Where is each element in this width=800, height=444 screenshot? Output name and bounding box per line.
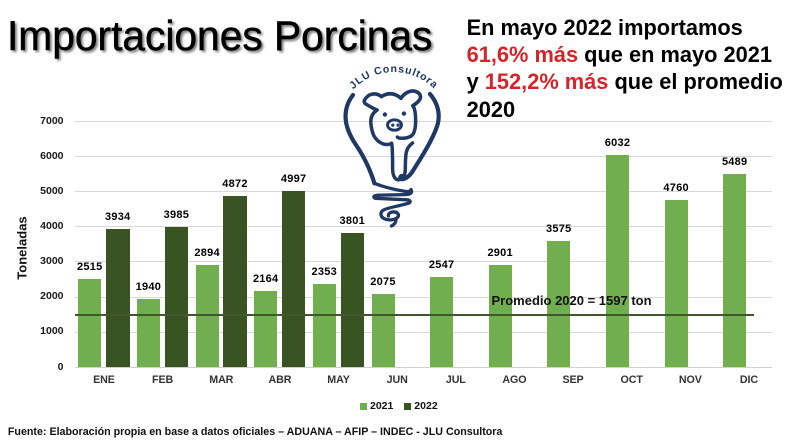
svg-text:JLU Consultora: JLU Consultora	[347, 63, 440, 92]
